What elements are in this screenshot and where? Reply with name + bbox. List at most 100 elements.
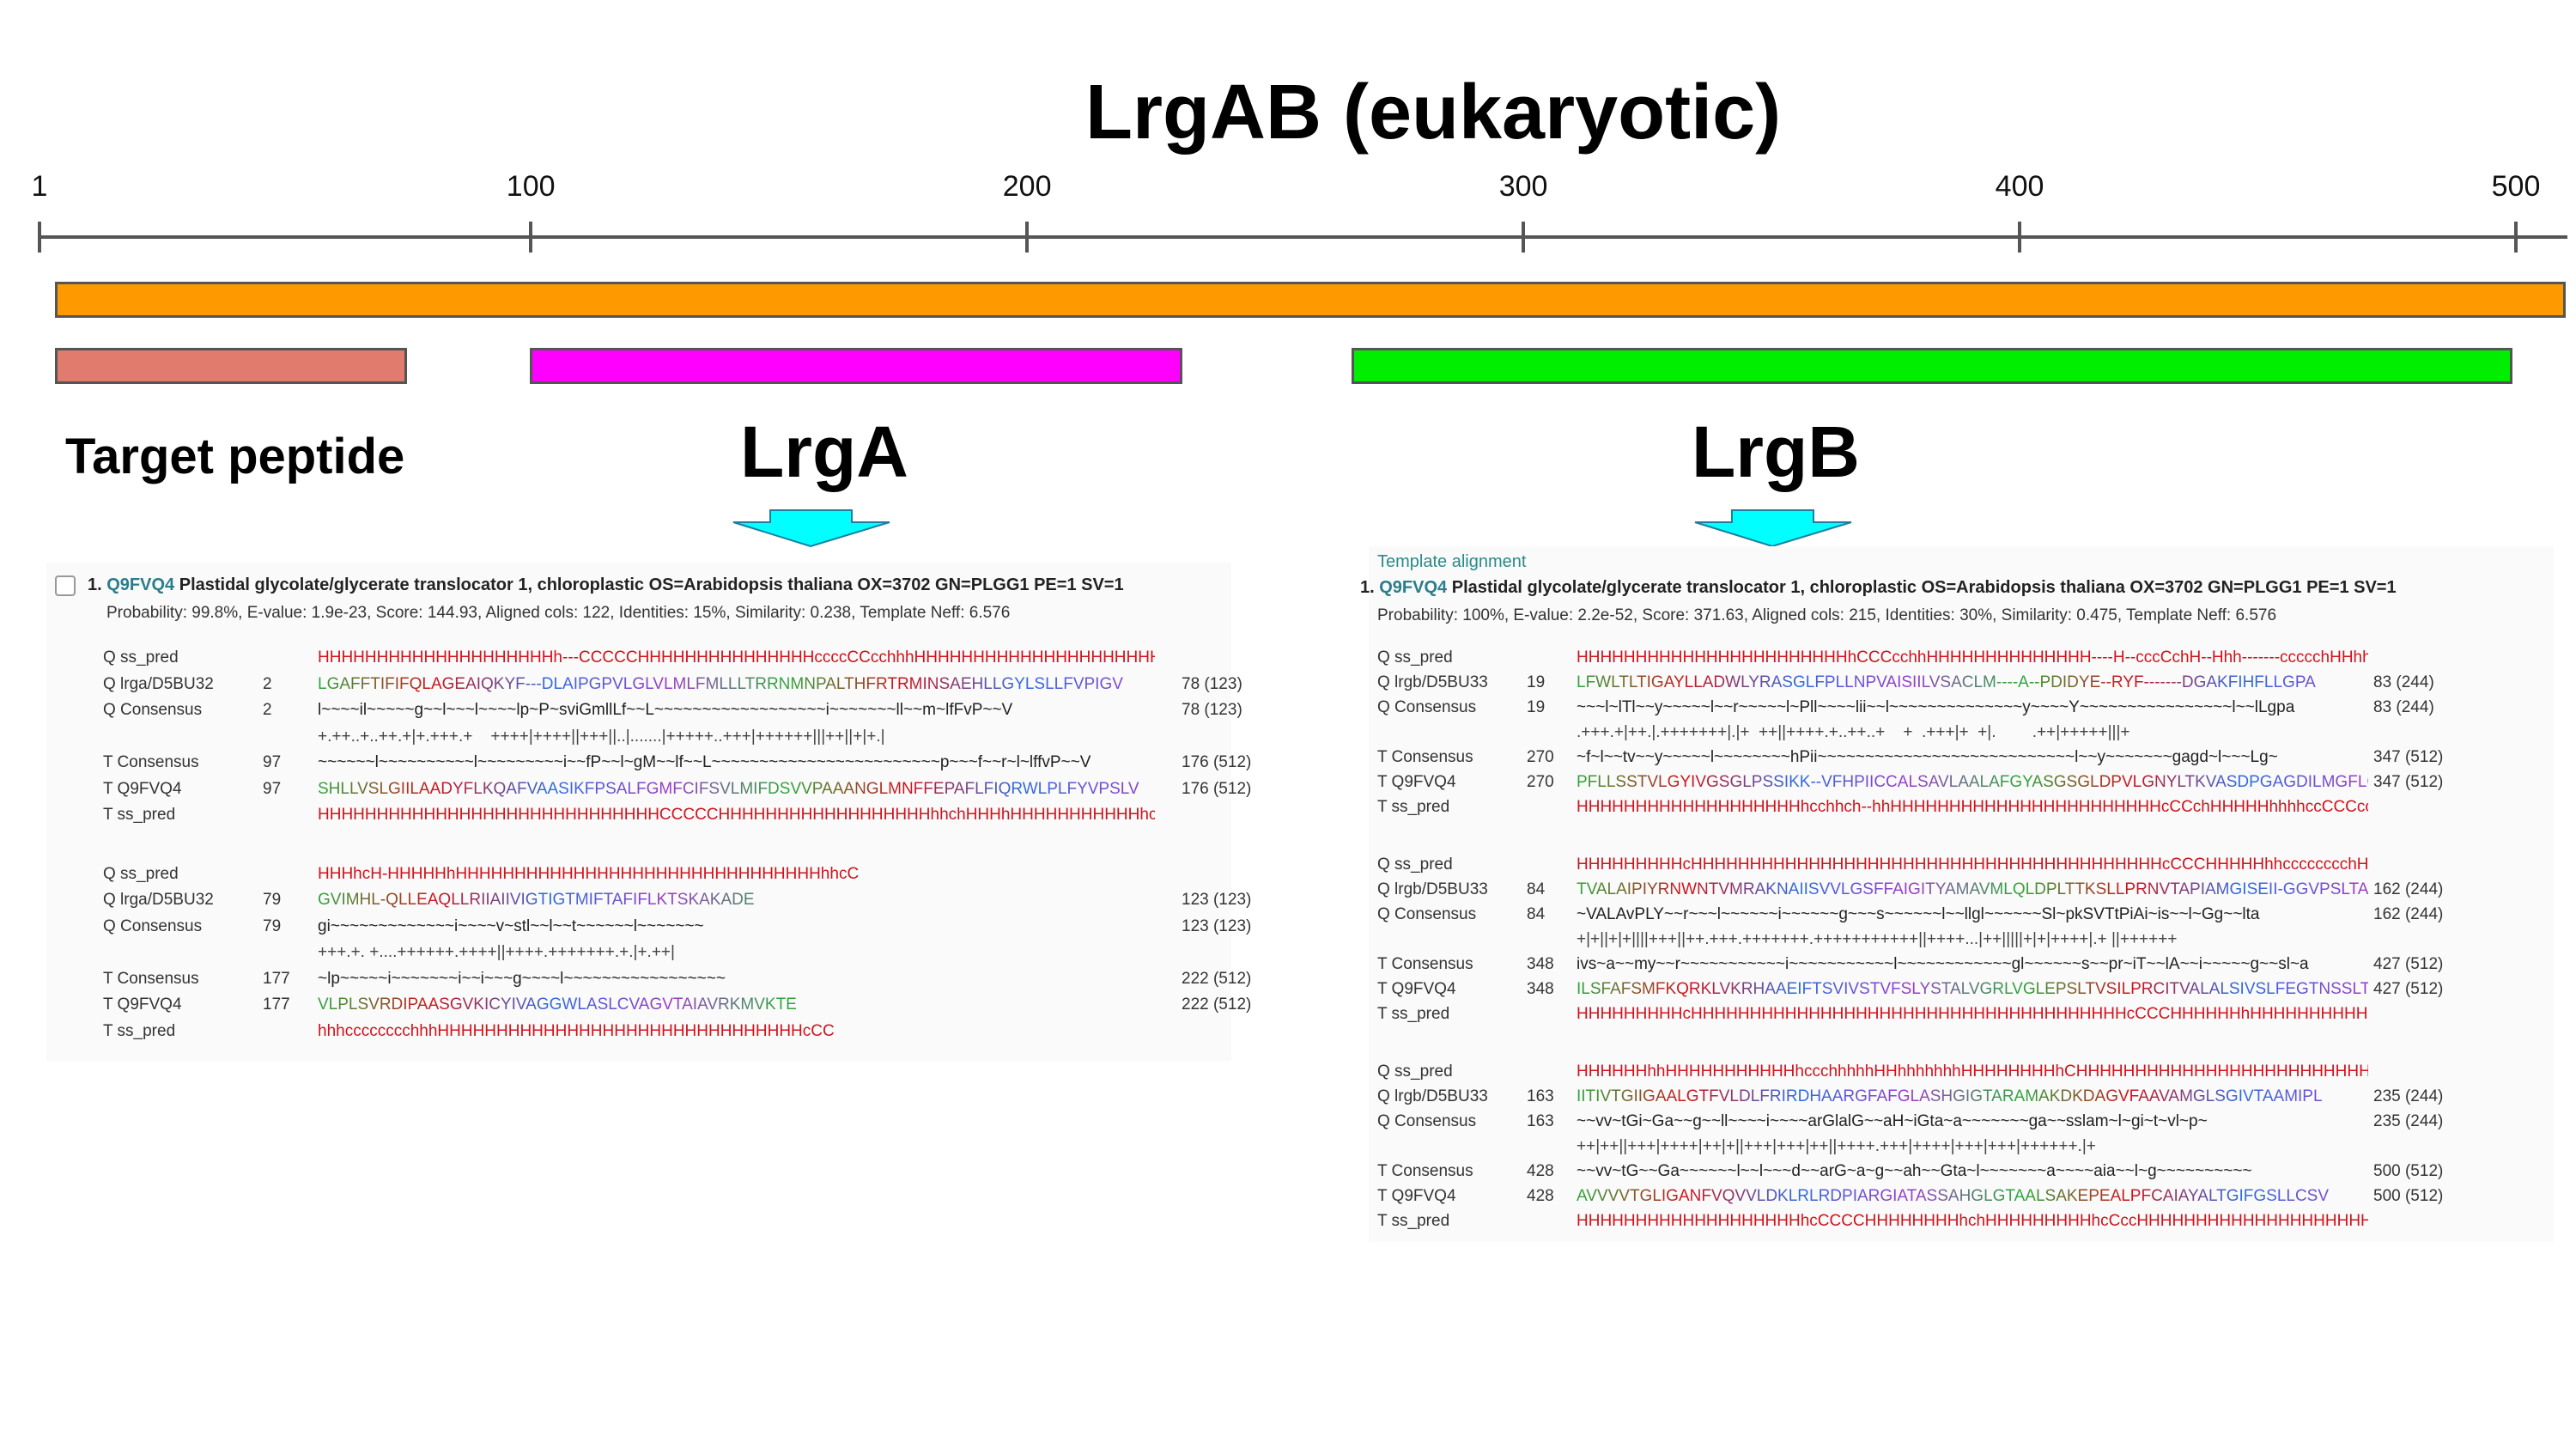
row-end-position: 162 (244) [2373, 905, 2444, 923]
alignment-sequence: AVVVVTGLIGANFVQVVLDKLRLRDPIARGIATASSAHGL… [1577, 1187, 2368, 1206]
row-label: T Q9FVQ4 [1377, 980, 1456, 998]
alignment-sequence: IITIVTGIIGAALGTFVLDLFRIRDHAARGFAFGLASHGI… [1577, 1087, 2368, 1106]
alignment-sequence: HHHHHHHHHHHHHHHHHHHHHHHHHHHHHCCCCCHHHHHH… [318, 806, 1155, 824]
axis-tick [1522, 222, 1526, 253]
axis-tick [2018, 222, 2022, 253]
alignment-sequence: ~lp~~~~~i~~~~~~~i~~i~~~g~~~~l~~~~~~~~~~~… [318, 969, 726, 988]
row-end-position: 78 (123) [1182, 674, 1242, 693]
figure-title: LrgAB (eukaryotic) [1085, 70, 1782, 155]
row-start-position: 428 [1527, 1187, 1554, 1205]
row-end-position: 347 (512) [2373, 748, 2444, 766]
select-checkbox[interactable] [55, 575, 76, 596]
row-end-position: 123 (123) [1182, 916, 1252, 935]
row-label: Q lrgb/D5BU33 [1377, 880, 1488, 898]
row-start-position: 348 [1527, 980, 1554, 998]
row-start-position: 270 [1527, 773, 1554, 791]
lrgb-alignment-panel [1369, 546, 2554, 1242]
alignment-sequence: hhhcccccccchhhHHHHHHHHHHHHHHHHHHHHHHHHHH… [318, 1021, 835, 1040]
row-start-position: 348 [1527, 955, 1554, 973]
row-end-position: 427 (512) [2373, 955, 2444, 973]
alignment-sequence: l~~~~il~~~~~g~~l~~~l~~~~lp~P~sviGmllLf~~… [318, 701, 1013, 719]
row-start-position: 84 [1527, 880, 1546, 898]
target-peptide-bar [55, 348, 407, 384]
alignment-sequence: GVIMHL-QLLEAQLLRIIAIIVIGTIGTMIFTAFIFLKTS… [318, 891, 1155, 910]
lrga-arrow-icon [732, 509, 890, 548]
row-end-position: 176 (512) [1182, 753, 1252, 771]
row-end-position: 78 (123) [1182, 701, 1242, 719]
axis-tick [1025, 222, 1030, 253]
alignment-sequence: .+++.+|++.|.+++++++|.|+ ++||++++.+..++..… [1577, 723, 2130, 741]
row-end-position: 83 (244) [2373, 673, 2434, 691]
lrgb-hit-header: 1. Q9FVQ4 Plastidal glycolate/glycerate … [1360, 578, 2397, 598]
row-start-position: 163 [1527, 1112, 1554, 1130]
full-length-bar [55, 282, 2566, 318]
row-start-position: 79 [263, 916, 282, 935]
position-axis [39, 235, 2567, 239]
axis-tick [2514, 222, 2518, 253]
row-label: T ss_pred [1377, 1212, 1450, 1230]
alignment-sequence: HHHHHHHHHcHHHHHHHHHHHHHHHHHHHHHHHHHHHHHH… [1577, 1005, 2368, 1023]
row-label: Q Consensus [1377, 905, 1477, 923]
alignment-sequence: SHLLVSLGIILAADYFLKQAFVAASIKFPSALFGMFCIFS… [318, 780, 1155, 799]
row-label: Q Consensus [1377, 1112, 1477, 1130]
alignment-sequence: ~~~~~~l~~~~~~~~~~l~~~~~~~~~i~~fP~~l~gM~~… [318, 753, 1091, 771]
alignment-sequence: HHHHHHHHHHHHHHHHHHHhcCCCCHHHHHHHHhchHHHH… [1577, 1212, 2368, 1230]
row-end-position: 176 (512) [1182, 779, 1252, 798]
row-label: T Consensus [103, 753, 199, 771]
axis-tick-label: 1 [31, 170, 48, 203]
row-label: T Q9FVQ4 [1377, 773, 1456, 791]
lrga-hit-header: 1. Q9FVQ4 Plastidal glycolate/glycerate … [88, 575, 1124, 595]
alignment-sequence: LGAFFTIFIFQLAGEAIQKYF---DLAIPGPVLGLVLMLF… [318, 675, 1155, 694]
alignment-sequence: TVALAIPIYRNWNTVMRAKNAIISVVLGSFFAIGITYAMA… [1577, 880, 2368, 898]
alignment-sequence: HHHhcH-HHHHHhHHHHHHHHHHHHHHHHHHHHHHHHHHH… [318, 864, 860, 883]
row-label: Q ss_pred [103, 864, 179, 883]
row-label: Q ss_pred [1377, 648, 1453, 667]
alignment-sequence: ILSFAFSMFKQRKLVKRHAAEIFTSVIVSTVFSLYSTALV… [1577, 980, 2368, 998]
row-end-position: 500 (512) [2373, 1162, 2444, 1180]
alignment-sequence: ~f~l~~tv~~y~~~~~l~~~~~~~~hPii~~~~~~~~~~~… [1577, 748, 2278, 766]
row-start-position: 177 [263, 995, 290, 1014]
row-end-position: 162 (244) [2373, 880, 2444, 898]
alignment-sequence: ++|++||+++|++++|++|+||+++|+++|++||++++.+… [1577, 1137, 2096, 1155]
lrga-alignment-panel [46, 563, 1231, 1061]
row-end-position: 427 (512) [2373, 980, 2444, 998]
alignment-sequence: ~~~l~lTl~~y~~~~~l~~r~~~~~l~Pll~~~~lii~~l… [1577, 698, 2295, 716]
row-label: T Q9FVQ4 [1377, 1187, 1456, 1205]
alignment-sequence: +++.+. +....++++++.++++||++++.+++++++.+.… [318, 943, 675, 961]
hit-id-link[interactable]: Q9FVQ4 [1379, 578, 1448, 597]
axis-tick-label: 100 [506, 170, 556, 203]
row-start-position: 97 [263, 779, 282, 798]
alignment-sequence: HHHHHHHHHcHHHHHHHHHHHHHHHHHHHHHHHHHHHHHH… [1577, 855, 2368, 874]
hit-index: 1. [88, 575, 102, 594]
lrga-label: LrgA [740, 411, 908, 492]
axis-tick-label: 500 [2491, 170, 2541, 203]
target-peptide-label: Target peptide [65, 429, 405, 484]
row-end-position: 235 (244) [2373, 1112, 2444, 1130]
row-start-position: 19 [1527, 673, 1546, 691]
alignment-sequence: ~VALAvPLY~~r~~~l~~~~~~i~~~~~~g~~~s~~~~~~… [1577, 905, 2260, 923]
row-label: Q ss_pred [1377, 1062, 1453, 1081]
row-label: Q Consensus [1377, 698, 1477, 716]
row-end-position: 83 (244) [2373, 698, 2434, 716]
row-end-position: 123 (123) [1182, 891, 1252, 909]
row-start-position: 19 [1527, 698, 1546, 716]
row-label: T ss_pred [1377, 798, 1450, 816]
row-start-position: 2 [263, 674, 272, 693]
alignment-sequence: ivs~a~~my~~r~~~~~~~~~~~i~~~~~~~~~~~l~~~~… [1577, 955, 2309, 973]
row-label: T Consensus [1377, 955, 1473, 973]
alignment-sequence: HHHHHHHHHHHHHHHHHHHhcchhch--hhHHHHHHHHHH… [1577, 798, 2368, 816]
row-end-position: 347 (512) [2373, 773, 2444, 791]
alignment-sequence: +|+||+|+||||+++||++.+++.+++++++.++++++++… [1577, 930, 2178, 948]
row-start-position: 79 [263, 891, 282, 909]
alignment-sequence: VLPLSVRDIPAASGVKICYIVAGGWLASLCVAGVTAIAVR… [318, 995, 1155, 1014]
row-label: T ss_pred [1377, 1005, 1450, 1023]
hit-index: 1. [1360, 578, 1375, 597]
row-label: T Consensus [103, 969, 199, 988]
row-label: Q Consensus [103, 701, 203, 719]
lrga-domain-bar [530, 348, 1182, 384]
alignment-sequence: PFLLSSTVLGYIVGSGLPSSIKK--VFHPIICCALSAVLA… [1577, 773, 2368, 791]
hit-id-link[interactable]: Q9FVQ4 [106, 575, 175, 594]
row-label: T Consensus [1377, 1162, 1473, 1180]
row-label: T Q9FVQ4 [103, 779, 182, 798]
hit-description: Plastidal glycolate/glycerate translocat… [1447, 578, 2397, 597]
